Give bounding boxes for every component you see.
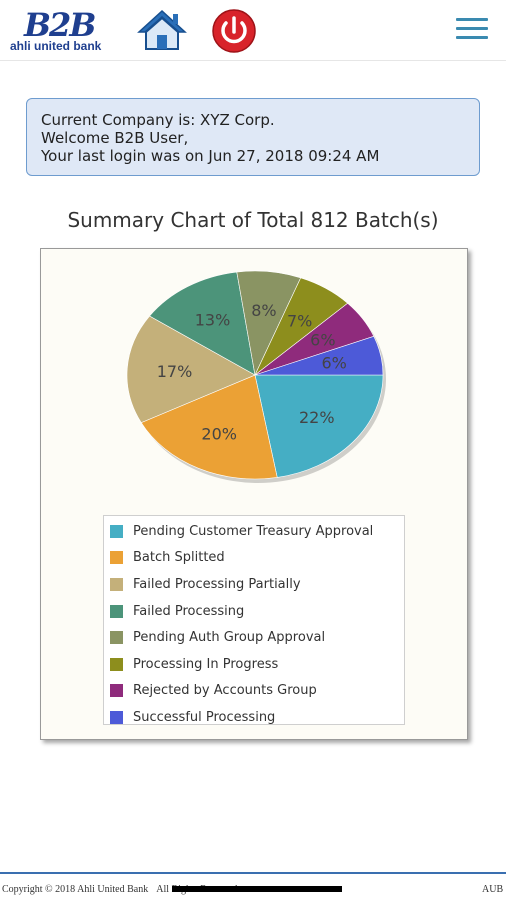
- legend-item[interactable]: Failed Processing Partially: [110, 571, 404, 598]
- pie-slice[interactable]: [254, 335, 384, 376]
- chart-title: Summary Chart of Total 812 Batch(s): [67, 208, 439, 232]
- logo-mark: B2B: [24, 6, 96, 44]
- legend-item[interactable]: Pending Auth Group Approval: [110, 624, 404, 651]
- app-header: B2B ahli united bank: [0, 0, 506, 61]
- legend-item[interactable]: Successful Processing: [110, 704, 404, 731]
- legend-item[interactable]: Pending Customer Treasury Approval: [110, 518, 404, 545]
- legend-item[interactable]: Processing In Progress: [110, 651, 404, 678]
- legend-swatch: [110, 631, 123, 645]
- legend-item[interactable]: Rejected by Accounts Group: [110, 678, 404, 705]
- menu-bar: [456, 27, 488, 30]
- legend-swatch: [110, 524, 123, 538]
- legend-label: Failed Processing: [133, 603, 245, 619]
- legend-label: Successful Processing: [133, 709, 276, 725]
- hamburger-menu-button[interactable]: [454, 16, 490, 42]
- legend-label: Pending Auth Group Approval: [133, 630, 326, 646]
- legend-item[interactable]: Batch Splitted: [110, 545, 404, 572]
- pie-slice-label: 17%: [157, 362, 193, 381]
- legend-label: Pending Customer Treasury Approval: [133, 523, 374, 539]
- power-icon: [212, 9, 256, 53]
- menu-bar: [456, 18, 488, 21]
- logo-subtitle: ahli united bank: [10, 39, 102, 53]
- legend-label: Processing In Progress: [133, 656, 279, 672]
- legend-item[interactable]: Failed Processing: [110, 598, 404, 625]
- footer-aub-label: AUB: [482, 884, 504, 895]
- pie-slice-label: 6%: [310, 331, 335, 350]
- pie-slice-label: 22%: [299, 408, 335, 427]
- company-info-panel: Current Company is: XYZ Corp. Welcome B2…: [26, 98, 480, 176]
- logout-button[interactable]: [210, 8, 258, 54]
- legend-swatch: [110, 684, 123, 698]
- bank-logo[interactable]: B2B ahli united bank: [10, 6, 122, 54]
- legend-swatch: [110, 657, 123, 671]
- home-button[interactable]: [136, 8, 188, 52]
- pie-slice-label: 7%: [287, 311, 312, 330]
- pie-slice-label: 6%: [321, 354, 346, 373]
- legend-swatch: [110, 577, 123, 591]
- legend-label: Rejected by Accounts Group: [133, 683, 317, 699]
- menu-bar: [456, 36, 488, 39]
- summary-chart-panel: 22% 20% 17% 13% 8% 7% 6% 6% Pending Customer Tr…: [40, 248, 468, 740]
- pie-slice[interactable]: [126, 315, 256, 424]
- pie-slice-label: 20%: [201, 425, 237, 444]
- legend-swatch: [110, 551, 123, 565]
- welcome-text: Welcome B2B User,: [41, 129, 189, 147]
- pie-slice-label: 8%: [251, 301, 276, 320]
- chart-legend: Pending Customer Treasury Approval Batch …: [103, 515, 405, 725]
- pie-slice[interactable]: [254, 374, 384, 478]
- last-login-text: Your last login was on Jun 27, 2018 09:2…: [41, 147, 380, 165]
- legend-label: Failed Processing Partially: [133, 576, 301, 592]
- current-company-text: Current Company is: XYZ Corp.: [41, 111, 275, 129]
- legend-label: Batch Splitted: [133, 550, 225, 566]
- copyright-label: Copyright © 2018 Ahli United Bank: [2, 884, 149, 895]
- pie-slice[interactable]: [140, 374, 278, 480]
- redaction-bar: [172, 886, 342, 892]
- legend-swatch: [110, 604, 123, 618]
- pie-chart: 22%20%17%13% 8%7%6%6%: [126, 270, 386, 483]
- legend-swatch: [110, 710, 123, 724]
- pie-slice-label: 13%: [195, 310, 231, 329]
- pie-slice[interactable]: [149, 271, 256, 376]
- home-icon: [137, 9, 187, 50]
